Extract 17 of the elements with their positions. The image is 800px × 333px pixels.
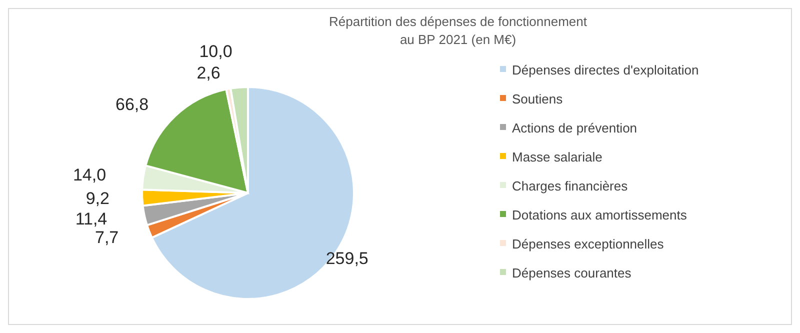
legend-label: Masse salariale bbox=[512, 150, 602, 164]
data-label: 10,0 bbox=[199, 42, 232, 61]
legend-label: Dépenses directes d'exploitation bbox=[512, 62, 699, 78]
chart-title: Répartition des dépenses de fonctionnement au BP 2021 (en M€) bbox=[328, 14, 588, 47]
legend-label: Dépenses exceptionnelles bbox=[512, 236, 664, 252]
legend-label: Charges financières bbox=[512, 178, 628, 194]
data-label: 14,0 bbox=[72, 166, 106, 185]
legend-label: Dépenses courantes bbox=[512, 266, 632, 280]
data-label: 7,7 bbox=[94, 228, 119, 247]
legend-label: Soutiens bbox=[512, 92, 564, 106]
legend-label: Dotations aux amortissements bbox=[512, 208, 688, 222]
legend-label: Actions de prévention bbox=[512, 120, 638, 136]
data-label: 2,6 bbox=[196, 64, 220, 83]
data-label: 11,4 bbox=[75, 209, 108, 228]
data-label: 66,8 bbox=[116, 94, 149, 114]
data-label: 9,2 bbox=[86, 188, 110, 208]
data-label: 259,5 bbox=[326, 249, 368, 268]
